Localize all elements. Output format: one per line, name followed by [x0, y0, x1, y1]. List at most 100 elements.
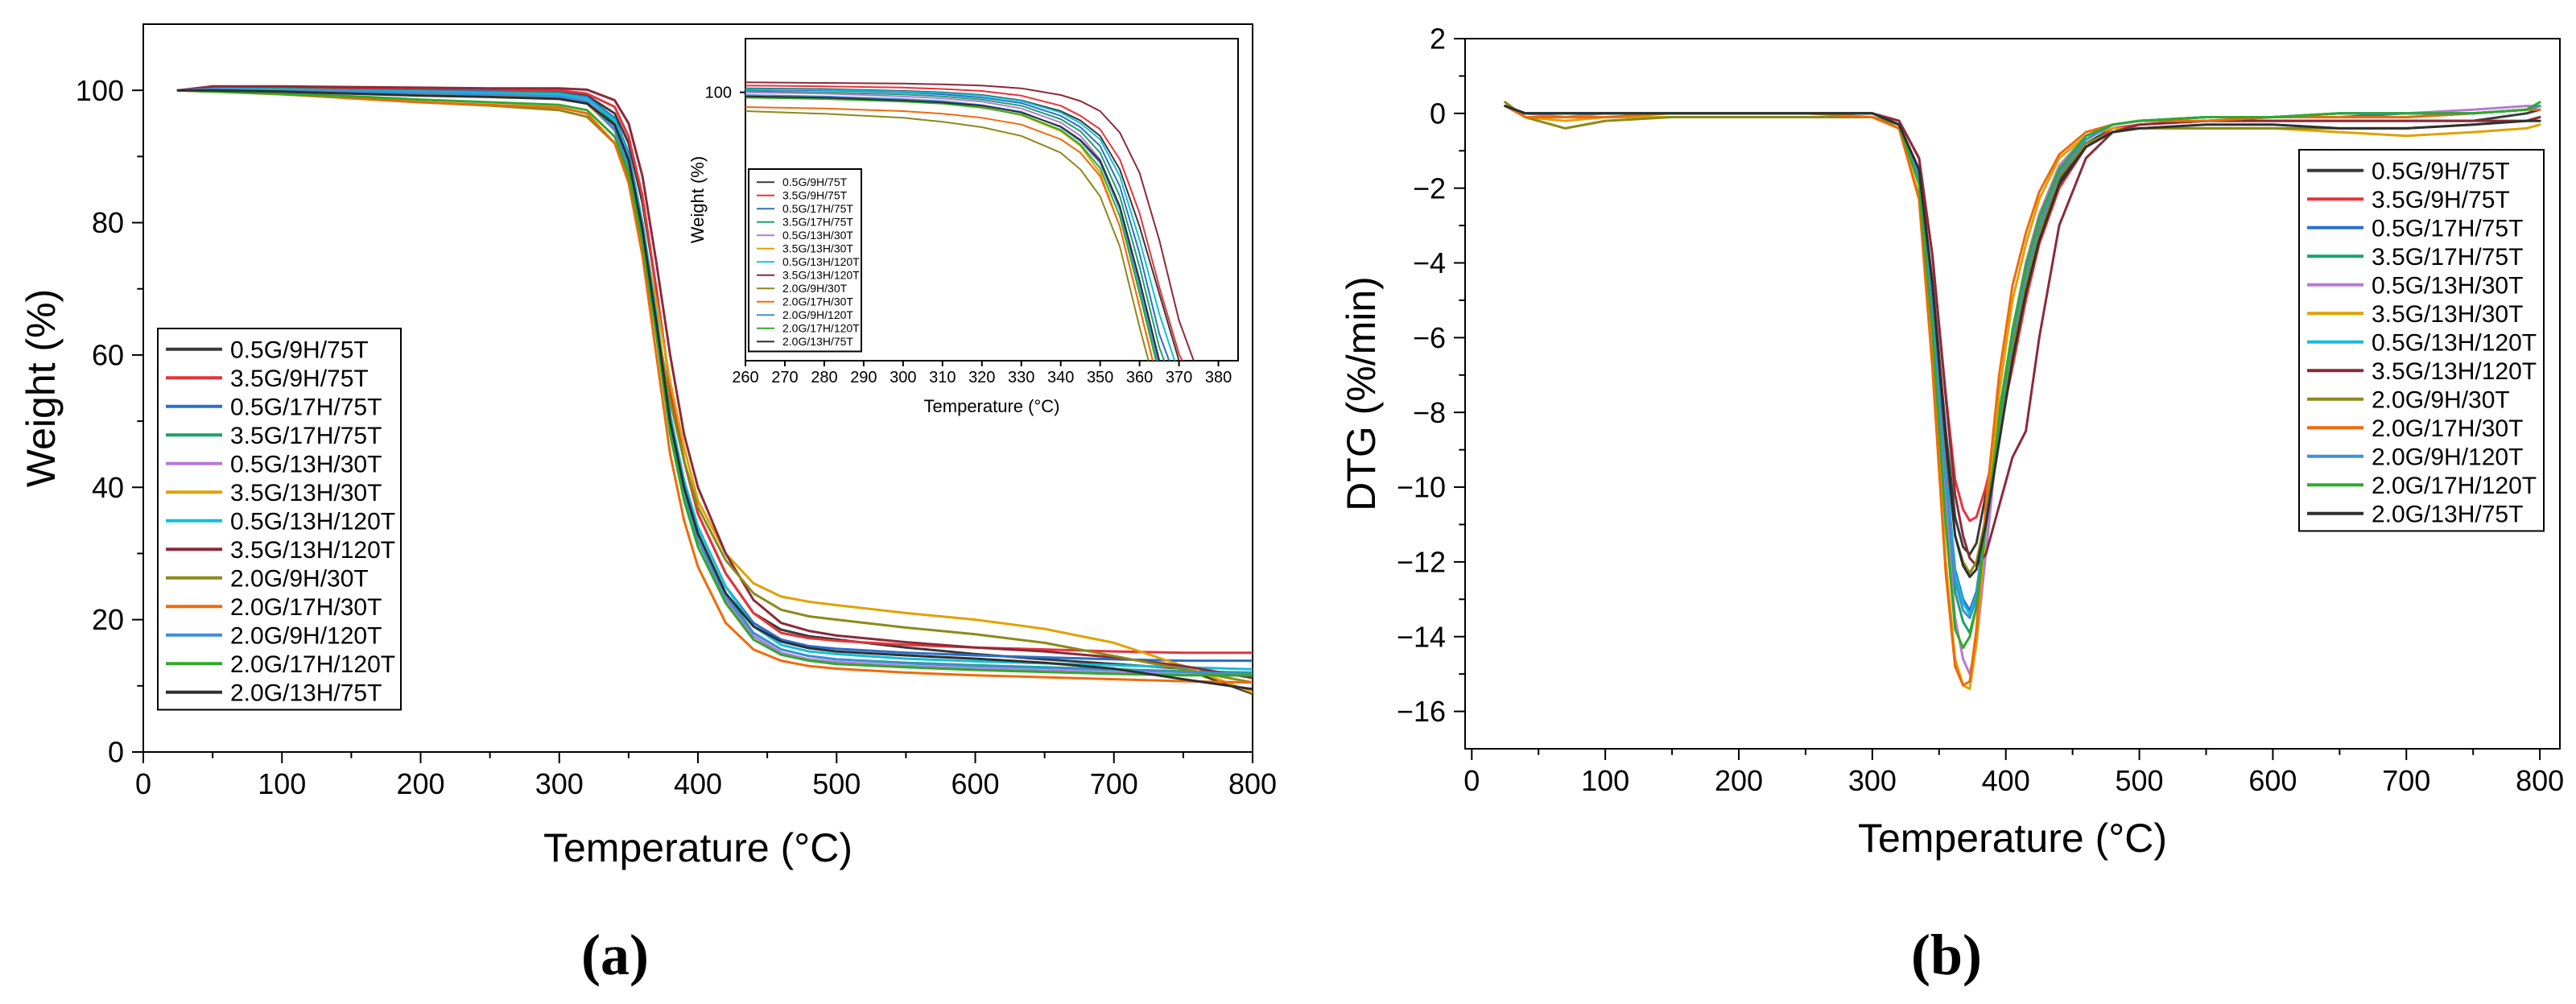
- b-legend-label: 0.5G/17H/75T: [2372, 215, 2523, 242]
- inset-legend-label: 2.0G/17H/30T: [782, 295, 853, 308]
- a-x-tick-label: 300: [535, 767, 584, 800]
- b-y-tick-label: −8: [1413, 396, 1446, 429]
- a-legend-label: 3.5G/13H/30T: [230, 480, 382, 506]
- inset-series-line: [745, 88, 1176, 361]
- a-legend-label: 0.5G/13H/120T: [230, 508, 395, 535]
- inset-legend-label: 3.5G/9H/75T: [782, 189, 848, 202]
- inset-x-tick-label: 280: [811, 369, 837, 386]
- b-x-tick-label: 800: [2516, 764, 2564, 797]
- b-x-tick-label: 400: [1982, 764, 2030, 797]
- a-x-tick-label: 400: [674, 767, 722, 800]
- inset-x-tick-label: 360: [1126, 369, 1153, 386]
- inset-x-tick-label: 310: [929, 369, 956, 386]
- inset-x-axis-title: Temperature (°C): [924, 396, 1060, 416]
- inset-x-tick-label: 350: [1087, 369, 1113, 386]
- inset-x-tick-label: 380: [1205, 369, 1232, 386]
- inset-legend-label: 3.5G/17H/75T: [782, 216, 853, 229]
- inset-legend-box: [748, 168, 862, 353]
- b-legend-label: 2.0G/17H/30T: [2372, 415, 2523, 442]
- b-x-tick-label: 300: [1848, 764, 1897, 797]
- b-x-tick-label: 600: [2248, 764, 2297, 797]
- inset-x-tick-label: 270: [771, 369, 798, 386]
- a-y-tick-label: 0: [108, 736, 124, 769]
- a-series-line: [176, 87, 1253, 671]
- inset-series-line: [745, 85, 1183, 361]
- a-x-tick-label: 200: [396, 767, 444, 800]
- b-series-line: [1504, 101, 2541, 575]
- inset-legend-label: 2.0G/9H/120T: [782, 308, 853, 321]
- a-x-tick-label: 800: [1228, 767, 1277, 800]
- b-legend-label: 2.0G/9H/30T: [2372, 386, 2510, 413]
- inset-series-line: [745, 97, 1158, 361]
- inset-x-tick-label: 320: [968, 369, 995, 386]
- a-legend-label: 2.0G/17H/120T: [230, 651, 395, 678]
- b-x-tick-label: 0: [1463, 764, 1480, 797]
- b-plot-frame: [1464, 38, 2561, 750]
- a-x-axis-title: Temperature (°C): [543, 825, 852, 870]
- inset-legend-label: 3.5G/13H/120T: [782, 269, 860, 282]
- a-x-tick-label: 700: [1090, 767, 1138, 800]
- a-series-line: [176, 89, 1253, 691]
- a-y-tick-label: 40: [92, 471, 124, 504]
- panel-b-label: (b): [1911, 923, 1982, 987]
- inset-x-tick-label: 370: [1166, 369, 1192, 386]
- b-x-tick-label: 500: [2116, 764, 2164, 797]
- inset-plot-frame: [745, 38, 1239, 362]
- b-x-tick-label: 700: [2382, 764, 2430, 797]
- b-legend-label: 3.5G/13H/120T: [2372, 358, 2537, 385]
- panel-b-chart: 0 100 200 300 400 500 600 700 800 2 0 −2 −4 −6 −8 −10 −1…: [1339, 23, 2564, 987]
- a-legend-label: 0.5G/13H/30T: [230, 451, 382, 477]
- a-series-line: [176, 88, 1253, 684]
- inset-x-tick-label: 260: [732, 369, 758, 386]
- b-y-tick-label: −10: [1397, 471, 1446, 504]
- inset-series-line: [745, 110, 1150, 361]
- inset-series-line: [745, 81, 1195, 361]
- b-x-tick-label: 100: [1581, 764, 1629, 797]
- a-legend-label: 0.5G/9H/75T: [230, 337, 369, 363]
- inset-x-tick-label: 290: [850, 369, 877, 386]
- b-y-tick-label: −16: [1397, 695, 1446, 728]
- a-x-tick-label: 600: [951, 767, 999, 800]
- b-y-tick-label: 2: [1430, 23, 1446, 56]
- inset-legend-label: 3.5G/13H/30T: [782, 242, 853, 255]
- a-legend-label: 2.0G/17H/30T: [230, 594, 382, 621]
- inset-x-tick-label: 340: [1047, 369, 1074, 386]
- a-y-axis-title: Weight (%): [19, 289, 64, 487]
- b-y-axis-title: DTG (%/min): [1339, 276, 1384, 511]
- inset-x-tick-label: 330: [1008, 369, 1034, 386]
- a-y-tick-label: 20: [92, 603, 124, 636]
- b-legend-label: 2.0G/13H/75T: [2372, 501, 2523, 527]
- b-legend-label: 3.5G/9H/75T: [2372, 187, 2510, 213]
- b-y-tick-label: −6: [1413, 321, 1446, 354]
- a-legend-label: 2.0G/9H/30T: [230, 565, 369, 592]
- b-legend-label: 0.5G/13H/120T: [2372, 329, 2537, 356]
- b-y-tick-label: −14: [1397, 620, 1446, 653]
- inset-y-tick-label: 100: [705, 85, 732, 102]
- inset-legend-label: 0.5G/17H/75T: [782, 202, 853, 215]
- b-y-tick-label: −12: [1397, 545, 1446, 578]
- a-series-line: [176, 85, 1253, 680]
- inset-y-axis-title: Weight (%): [687, 156, 708, 243]
- inset-series-line: [745, 90, 1166, 361]
- b-x-tick-label: 200: [1715, 764, 1763, 797]
- b-legend-label: 3.5G/17H/75T: [2372, 244, 2523, 271]
- inset-series-line: [745, 95, 1161, 361]
- b-legend-label: 2.0G/17H/120T: [2372, 473, 2537, 499]
- b-series-line: [1504, 105, 2541, 578]
- a-y-tick-label: 60: [92, 339, 124, 372]
- a-x-tick-label: 0: [135, 767, 151, 800]
- inset-legend-label: 0.5G/13H/30T: [782, 229, 853, 242]
- inset-x-tick-label: 300: [890, 369, 916, 386]
- a-legend-label: 3.5G/17H/75T: [230, 423, 382, 449]
- inset-series-line: [745, 106, 1154, 361]
- a-legend-label: 3.5G/9H/75T: [230, 366, 369, 392]
- a-series-line: [176, 89, 1253, 677]
- b-legend-label: 0.5G/13H/30T: [2372, 272, 2523, 299]
- b-y-tick-label: −4: [1413, 246, 1446, 279]
- b-y-tick-label: 0: [1430, 97, 1446, 130]
- a-y-tick-label: 100: [76, 74, 124, 107]
- inset-legend-label: 2.0G/13H/75T: [782, 335, 853, 348]
- a-x-tick-label: 100: [258, 767, 306, 800]
- inset-series-line: [745, 91, 1161, 361]
